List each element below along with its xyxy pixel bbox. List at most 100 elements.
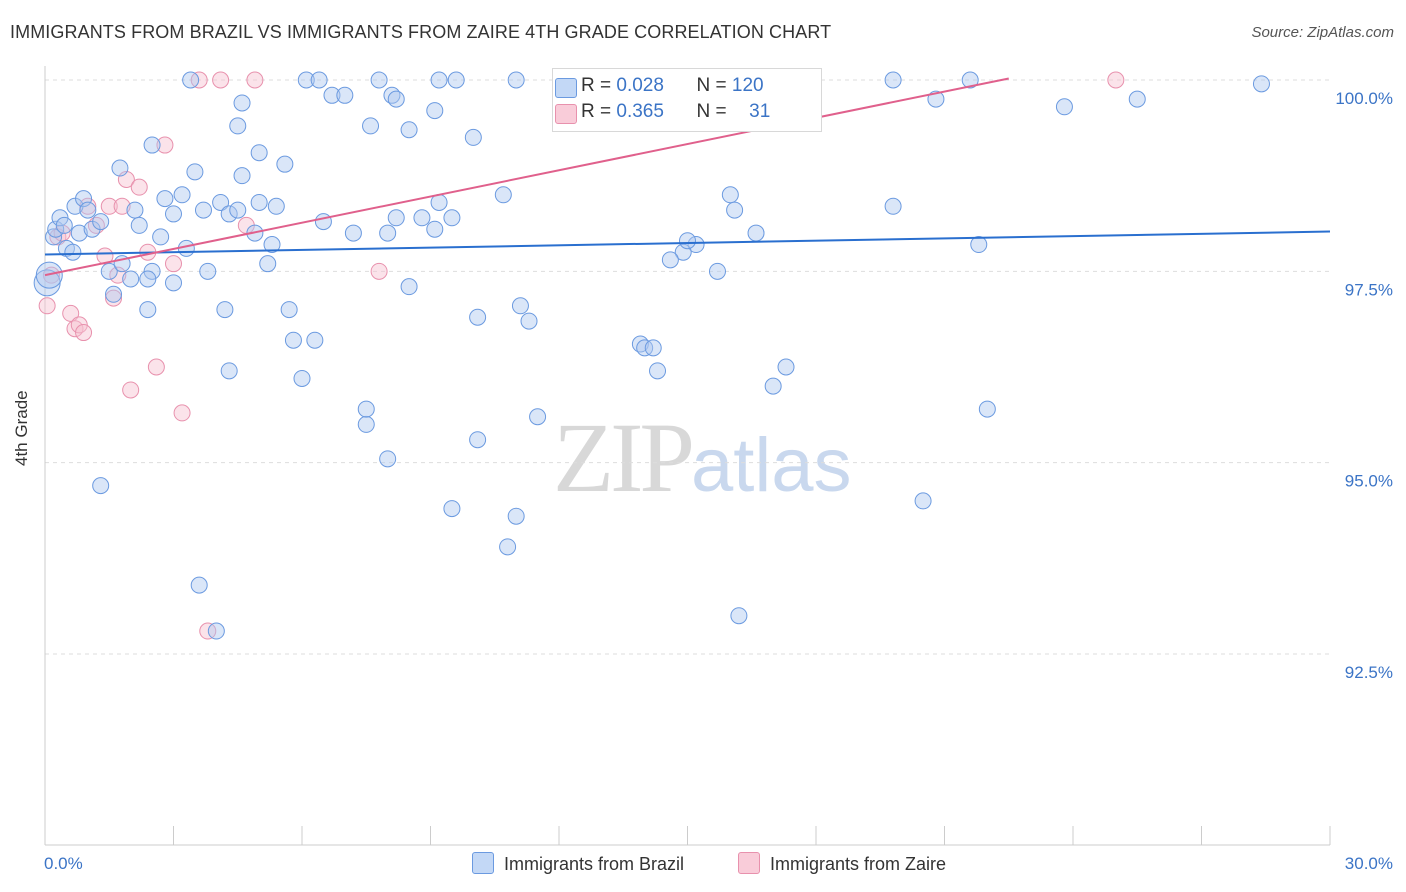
brazil-point — [194, 201, 212, 219]
brazil-point — [182, 71, 200, 89]
brazil-point — [413, 209, 431, 227]
brazil-point — [344, 224, 362, 242]
zaire-swatch — [555, 104, 577, 124]
brazil-point — [263, 236, 281, 254]
x-tick-label: 30.0% — [1345, 854, 1393, 873]
brazil-point — [430, 71, 448, 89]
brazil-point — [280, 301, 298, 319]
brazil-point — [130, 216, 148, 234]
brazil-point — [494, 186, 512, 204]
brazil-point — [126, 201, 144, 219]
brazil-point — [233, 167, 251, 185]
zaire-trend-line — [44, 77, 1009, 277]
brazil-point — [250, 144, 268, 162]
zaire-point — [130, 178, 148, 196]
brazil-point — [379, 224, 397, 242]
brazil-point — [447, 71, 465, 89]
brazil-point — [212, 193, 230, 211]
zaire-point — [100, 197, 118, 215]
brazil-r-value: 0.028 — [616, 75, 664, 96]
bottom-legend-brazil: Immigrants from Brazil — [472, 852, 684, 875]
x-tick-label: 0.0% — [44, 854, 83, 873]
stats-legend: R = 0.028 N = 120 R = 0.365 N = 31 — [552, 68, 822, 132]
brazil-point — [747, 224, 765, 242]
brazil-point — [156, 190, 174, 208]
brazil-point — [520, 312, 538, 330]
brazil-point — [220, 205, 238, 223]
zaire-point — [199, 622, 217, 640]
brazil-point — [443, 209, 461, 227]
zaire-point — [156, 136, 174, 154]
brazil-point — [207, 622, 225, 640]
brazil-point — [92, 213, 110, 231]
brazil-point — [250, 193, 268, 211]
y-tick-label: 100.0% — [1335, 89, 1393, 108]
zaire-point — [246, 71, 264, 89]
zaire-point — [75, 324, 93, 342]
brazil-point — [100, 262, 118, 280]
brazil-point — [370, 71, 388, 89]
brazil-point — [92, 477, 110, 495]
legend-row-zaire: R = 0.365 N = 31 — [555, 101, 771, 127]
brazil-point — [387, 209, 405, 227]
brazil-point — [190, 576, 208, 594]
zaire-point — [190, 71, 208, 89]
zaire-point — [38, 297, 56, 315]
brazil-point — [306, 331, 324, 349]
zaire-point — [79, 197, 97, 215]
brazil-point — [726, 201, 744, 219]
zaire-point — [109, 266, 127, 284]
brazil-point — [1055, 98, 1073, 116]
brazil-point — [259, 255, 277, 273]
brazil-point — [216, 301, 234, 319]
brazil-point — [310, 71, 328, 89]
brazil-point — [708, 262, 726, 280]
brazil-point — [978, 400, 996, 418]
brazil-point — [323, 86, 341, 104]
brazil-point — [297, 71, 315, 89]
zaire-point — [113, 197, 131, 215]
source-label: Source: ZipAtlas.com — [1251, 24, 1394, 41]
brazil-point — [47, 220, 65, 238]
zaire-r-label: R = — [581, 101, 612, 122]
brazil-point — [426, 102, 444, 120]
zaire-point — [212, 71, 230, 89]
zaire-n-value: 31 — [749, 101, 771, 122]
brazil-point — [1128, 90, 1146, 108]
legend-row-brazil: R = 0.028 N = 120 — [555, 75, 764, 101]
bottom-zaire-label: Immigrants from Zaire — [770, 854, 947, 874]
brazil-point — [499, 538, 517, 556]
zaire-points — [38, 71, 1125, 640]
brazil-point — [884, 71, 902, 89]
brazil-point — [173, 186, 191, 204]
brazil-point — [357, 415, 375, 433]
chart-title: IMMIGRANTS FROM BRAZIL VS IMMIGRANTS FRO… — [10, 22, 832, 42]
zaire-point — [105, 289, 123, 307]
brazil-n-value: 120 — [731, 75, 764, 96]
brazil-point — [469, 431, 487, 449]
bottom-zaire-swatch — [738, 852, 760, 874]
y-tick-label: 95.0% — [1345, 472, 1393, 491]
brazil-point — [674, 243, 692, 261]
brazil-point — [400, 121, 418, 139]
brazil-point — [777, 358, 795, 376]
zaire-point — [370, 262, 388, 280]
brazil-r-label: R = — [581, 75, 612, 96]
zaire-n-label: N = — [696, 101, 727, 122]
brazil-point — [229, 117, 247, 135]
y-tick-label: 97.5% — [1345, 280, 1393, 299]
brazil-point — [644, 339, 662, 357]
zaire-point — [173, 404, 191, 422]
brazil-point — [661, 251, 679, 269]
watermark-atlas: atlas — [691, 423, 852, 508]
zaire-point — [1107, 71, 1125, 89]
brazil-point — [507, 71, 525, 89]
brazil-point — [55, 216, 73, 234]
brazil-point — [186, 163, 204, 181]
brazil-point — [362, 117, 380, 135]
brazil-point — [70, 224, 88, 242]
zaire-point — [147, 358, 165, 376]
brazil-point — [165, 274, 182, 292]
brazil-point — [511, 297, 529, 315]
